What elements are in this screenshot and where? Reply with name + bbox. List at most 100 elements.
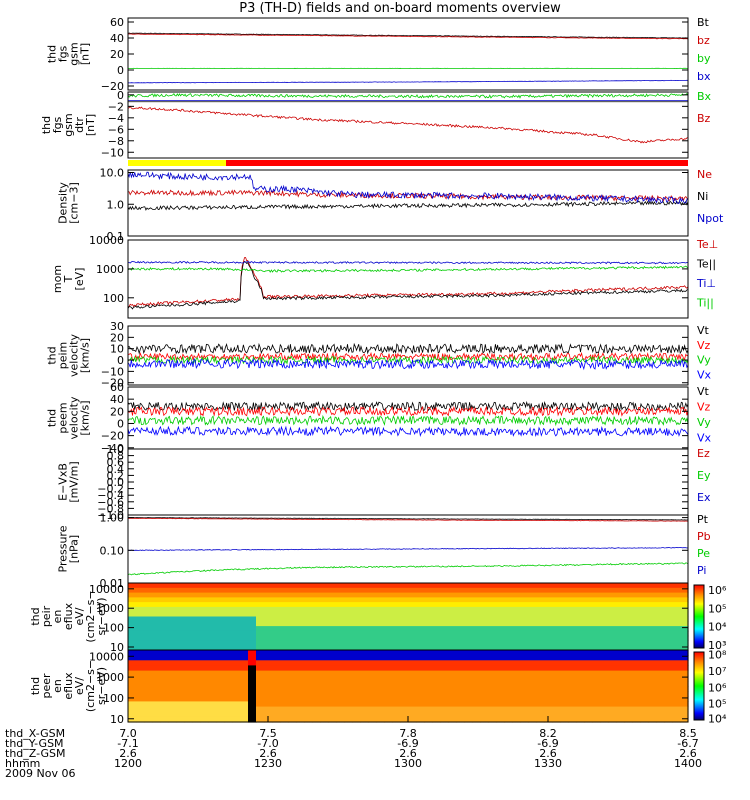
peir-spec-cell xyxy=(600,597,609,603)
peir-spec-cell xyxy=(632,606,641,613)
peir-spec-cell xyxy=(576,645,585,651)
peir-spec-cell xyxy=(616,602,625,608)
peir-spec-cell xyxy=(656,635,665,641)
peer-spec-cell xyxy=(648,706,657,713)
peir-spec-cell xyxy=(352,583,361,589)
peir-spec-cell xyxy=(288,621,297,627)
peir-spec-cell xyxy=(608,592,617,598)
peir-spec-cell xyxy=(152,621,161,627)
peer-spec-cell xyxy=(328,716,337,723)
peir-spec-cell xyxy=(496,611,505,618)
peer-spec-cell xyxy=(352,691,361,697)
peir-spec-cell xyxy=(312,626,321,632)
peer-spec-cell xyxy=(576,660,585,666)
peer-spec-cell xyxy=(328,686,337,692)
peir-spec-cell xyxy=(664,583,673,589)
peer-spec-cell xyxy=(304,686,313,692)
peir-spec-colorbar-tick: 10⁵ xyxy=(708,602,726,615)
peir-spec-cell xyxy=(168,630,177,637)
peir-spec-cell xyxy=(568,587,577,594)
peir-spec-cell xyxy=(376,606,385,613)
peer-spec-cell xyxy=(480,686,489,692)
peer-spec-cell xyxy=(608,716,617,723)
peir-spec-cell xyxy=(464,611,473,618)
peer-spec-cell xyxy=(648,716,657,723)
fgs-dtr-frame xyxy=(127,91,689,159)
peir-spec-cell xyxy=(440,626,449,632)
peer-spec-cell xyxy=(440,650,449,656)
fgs-series-Bt xyxy=(127,32,689,39)
peer-spec-cell xyxy=(504,711,513,718)
peir-spec-cell xyxy=(208,640,217,646)
peir-spec-cell xyxy=(184,592,193,598)
peir-spec-cell xyxy=(632,616,641,622)
temp-ylabel: mom xyxy=(51,265,64,293)
peir-spec-cell xyxy=(352,640,361,646)
peir-spec-cell xyxy=(480,606,489,613)
peer-spec-cell xyxy=(664,655,673,661)
peir-spec-cell xyxy=(272,640,281,646)
peir-spec-cell xyxy=(632,592,641,598)
peer-spec-cell xyxy=(272,691,281,697)
peir-spec-cell xyxy=(576,587,585,594)
peir-spec-cell xyxy=(680,645,689,651)
peir-spec-cell xyxy=(136,602,145,608)
peir-spec-cell xyxy=(400,626,409,632)
peir-spec-cell xyxy=(552,592,561,598)
peir-spec-cell xyxy=(256,616,265,622)
peir-spec-cell xyxy=(416,640,425,646)
peir-spec-cell xyxy=(256,640,265,646)
peer-spec-ytick-label: 10000 xyxy=(89,650,124,663)
peer-spec-cell xyxy=(336,650,345,656)
peer-spec-cell xyxy=(280,711,289,718)
peir-spec-cell xyxy=(296,640,305,646)
peir-spec-cell xyxy=(152,602,161,608)
peir-spec-cell xyxy=(616,587,625,594)
peir-spec-cell xyxy=(128,597,137,603)
peer-spec-cell xyxy=(600,701,609,708)
peir-spec-cell xyxy=(200,602,209,608)
peer-spec-cell xyxy=(640,686,649,692)
peir-spec-cell xyxy=(376,645,385,651)
peir-spec-cell xyxy=(176,611,185,618)
peer-spec-cell xyxy=(328,650,337,656)
peir-spec-cell xyxy=(128,626,137,632)
peer-spec-cell xyxy=(632,716,641,723)
peir-spec-cell xyxy=(144,583,153,589)
peir-spec-cell xyxy=(448,626,457,632)
peer-spec-cell xyxy=(432,675,441,682)
peer-spec-cell xyxy=(512,675,521,682)
peer-spec-cell xyxy=(272,650,281,656)
peer-spec-cell xyxy=(128,670,137,677)
peer-spec-cell xyxy=(616,701,625,708)
peir-spec-cell xyxy=(472,587,481,594)
peer-spec-cell xyxy=(640,680,649,687)
peir-spec-ytick-label: 100 xyxy=(103,622,124,635)
peir-spec-cell xyxy=(592,587,601,594)
peir-spec-cell xyxy=(224,606,233,613)
peir-spec-ylabel: peir xyxy=(40,605,53,627)
peer-spec-cell xyxy=(408,691,417,697)
peer-spec-cell xyxy=(376,696,385,702)
peir-spec-cell xyxy=(424,606,433,613)
peer-spec-cell xyxy=(144,680,153,687)
peer-spec-cell xyxy=(592,691,601,697)
peir-spec-cell xyxy=(616,616,625,622)
peer-spec-cell xyxy=(328,665,337,672)
peer-spec-cell xyxy=(672,686,681,692)
peir-spec-cell xyxy=(560,635,569,641)
peer-spec-cell xyxy=(600,696,609,702)
peir-spec-cell xyxy=(608,587,617,594)
fgs-ylabel: fgs xyxy=(57,45,70,62)
peir-spec-cell xyxy=(672,611,681,618)
peir-spec-cell xyxy=(568,597,577,603)
peer-spec-cell xyxy=(392,675,401,682)
peir-spec-cell xyxy=(632,611,641,618)
peir-spec-cell xyxy=(200,597,209,603)
peer-spec-cell xyxy=(192,696,201,702)
peir-spec-cell xyxy=(568,616,577,622)
efield-ylabel: E−VxB xyxy=(57,463,70,501)
peir-spec-cell xyxy=(624,602,633,608)
peer-spec-cell xyxy=(488,665,497,672)
peir-spec-cell xyxy=(128,602,137,608)
